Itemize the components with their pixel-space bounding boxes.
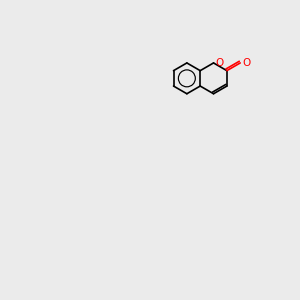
Text: O: O bbox=[242, 58, 251, 68]
Text: O: O bbox=[216, 58, 224, 68]
